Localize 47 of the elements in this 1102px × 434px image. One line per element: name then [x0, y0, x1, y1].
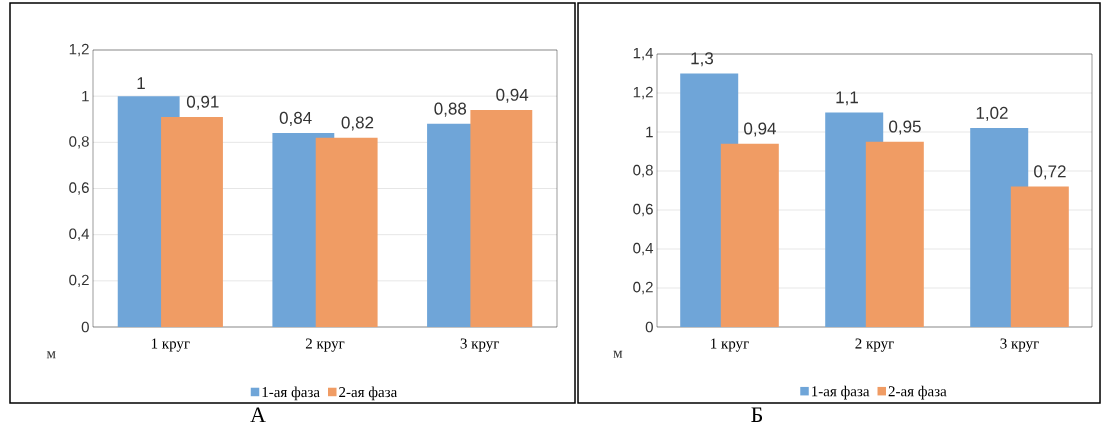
data-label: 0,95 [889, 120, 921, 135]
y-tick-label: 0,2 [633, 281, 653, 295]
y-tick-label: 1,4 [633, 47, 654, 61]
text: А [250, 407, 266, 423]
x-tick-label: 1 круг [151, 338, 190, 352]
y-tick-label: 0,8 [633, 164, 653, 178]
y-tick-label: 0,6 [633, 203, 653, 217]
data-label: 0,91 [186, 95, 219, 110]
legend-label: 1-ая фаза [812, 385, 870, 400]
x-tick-label: 2 круг [305, 338, 345, 352]
bar [315, 137, 378, 328]
bar [1010, 186, 1069, 328]
data-label: 1,02 [976, 106, 1008, 121]
x-tick-label: 3 круг [1000, 338, 1039, 352]
y-tick-label: 1 [82, 91, 89, 102]
data-label: 0,82 [341, 116, 374, 131]
y-tick-label: 0,2 [69, 274, 89, 288]
x-tick-label: 3 круг [460, 338, 500, 352]
data-label: 1,1 [836, 91, 858, 106]
data-label: 0,88 [434, 102, 467, 117]
y-tick-label: 0 [81, 321, 89, 333]
text: Б [751, 407, 763, 422]
bar [161, 116, 223, 328]
y-axis-title: м [46, 351, 56, 359]
y-tick-label: 0,4 [69, 228, 90, 241]
legend-label: 1-ая фаза [262, 386, 320, 401]
bar [720, 143, 779, 328]
y-tick-label: 0,4 [633, 242, 654, 256]
data-label: 1,3 [691, 52, 714, 67]
legend-label: 2-ая фаза [888, 385, 947, 400]
y-tick-label: 0,6 [69, 182, 89, 195]
y-tick-label: 1,2 [633, 86, 653, 100]
bar [470, 110, 533, 328]
x-tick-label: 1 круг [711, 338, 749, 352]
data-label: 0,94 [744, 122, 776, 137]
legend-label: 2-ая фаза [339, 386, 398, 401]
data-label: 1 [137, 77, 145, 89]
y-axis-title: м [613, 350, 623, 358]
y-tick-label: 0,8 [69, 136, 89, 149]
y-tick-label: 1 [646, 126, 653, 138]
bar [865, 141, 924, 328]
data-label: 0,72 [1034, 165, 1066, 180]
data-label: 0,84 [279, 111, 312, 126]
y-tick-label: 0 [645, 321, 653, 333]
x-tick-label: 2 круг [855, 338, 894, 352]
data-label: 0,94 [496, 88, 529, 103]
y-tick-label: 1,2 [69, 43, 89, 57]
